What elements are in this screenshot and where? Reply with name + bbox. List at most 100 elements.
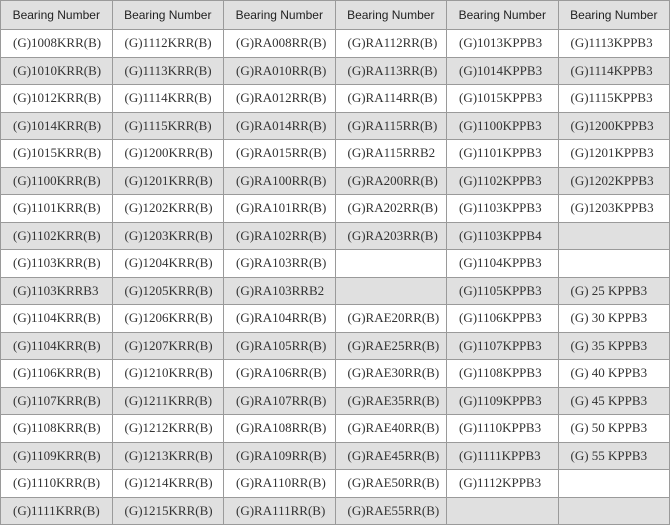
- column-header: Bearing Number: [111, 0, 224, 30]
- bearing-cell: (G) 40 KPPB3: [557, 359, 670, 388]
- bearing-cell: (G)1112KRR(B): [111, 29, 224, 58]
- bearing-cell: (G)1114KPPB3: [557, 56, 670, 85]
- bearing-cell: (G)RA012RR(B): [223, 84, 336, 113]
- bearing-cell: (G)1111KPPB3: [446, 441, 559, 470]
- bearing-cell: (G)1015KRR(B): [0, 139, 113, 168]
- bearing-cell: (G) 35 KPPB3: [557, 331, 670, 360]
- bearing-cell: (G)1104KPPB3: [446, 249, 559, 278]
- table-row: (G)1014KRR(B) (G)1115KRR(B) (G)RA014RR(B)(…: [0, 111, 670, 140]
- bearing-cell: (G)RA107RR(B): [223, 386, 336, 415]
- bearing-cell: (G)1207KRR(B): [111, 331, 224, 360]
- bearing-cell: (G) 50 KPPB3: [557, 414, 670, 443]
- bearing-cell: (G)RA115RR(B): [334, 111, 447, 140]
- bearing-cell: (G)1109KRR(B): [0, 441, 113, 470]
- column-header: Bearing Number: [334, 0, 447, 30]
- bearing-cell: (G)RA015RR(B): [223, 139, 336, 168]
- bearing-cell: (G)RA112RR(B): [334, 29, 447, 58]
- table-row: (G)1106KRR(B) (G)1210KRR(B) (G)RA106RR(B)(…: [0, 359, 670, 388]
- bearing-cell: (G) 30 KPPB3: [557, 304, 670, 333]
- bearing-cell: (G)1203KPPB3: [557, 194, 670, 223]
- bearing-cell: (G)1106KPPB3: [446, 304, 559, 333]
- bearing-cell: (G)1014KPPB3: [446, 56, 559, 85]
- bearing-cell: (G)1102KRR(B): [0, 221, 113, 250]
- bearing-cell: (G)1114KRR(B): [111, 84, 224, 113]
- bearing-cell: (G)RA203RR(B): [334, 221, 447, 250]
- bearing-cell: (G)RA010RR(B): [223, 56, 336, 85]
- bearing-cell: (G)1104KRR(B): [0, 304, 113, 333]
- bearing-cell: (G)1201KRR(B): [111, 166, 224, 195]
- table-row: (G)1100KRR(B) (G)1201KRR(B) (G)RA100RR(B)(…: [0, 166, 670, 195]
- bearing-cell: (G)RA105RR(B): [223, 331, 336, 360]
- bearing-cell: (G)1112KPPB3: [446, 469, 559, 498]
- bearing-cell: (G)RA202RR(B): [334, 194, 447, 223]
- column-header: Bearing Number: [223, 0, 336, 30]
- bearing-cell: [557, 221, 670, 250]
- bearing-cell: (G)RA103RRB2: [223, 276, 336, 305]
- table-row: (G)1111KRR(B) (G)1215KRR(B) (G)RA111RR(B)(…: [0, 496, 670, 525]
- bearing-cell: (G)1201KPPB3: [557, 139, 670, 168]
- bearing-cell: (G)RA102RR(B): [223, 221, 336, 250]
- bearing-cell: (G)1103KPPB4: [446, 221, 559, 250]
- bearing-cell: (G)1100KPPB3: [446, 111, 559, 140]
- table-row: (G)1103KRRB3 (G)1205KRR(B) (G)RA103RRB2 (G)…: [0, 276, 670, 305]
- column-header: Bearing Number: [557, 0, 670, 30]
- bearing-cell: (G)RA100RR(B): [223, 166, 336, 195]
- bearing-cell: [446, 496, 559, 525]
- bearing-cell: (G)1204KRR(B): [111, 249, 224, 278]
- table-row: (G)1107KRR(B) (G)1211KRR(B) (G)RA107RR(B)(…: [0, 386, 670, 415]
- bearing-cell: (G)1103KRR(B): [0, 249, 113, 278]
- table-row: (G)1102KRR(B) (G)1203KRR(B) (G)RA102RR(B)(…: [0, 221, 670, 250]
- table-row: (G)1108KRR(B) (G)1212KRR(B) (G)RA108RR(B) (…: [0, 414, 670, 443]
- bearing-cell: (G)1205KRR(B): [111, 276, 224, 305]
- bearing-cell: (G)1113KPPB3: [557, 29, 670, 58]
- bearing-cell: [557, 496, 670, 525]
- bearing-cell: (G)1012KRR(B): [0, 84, 113, 113]
- bearing-cell: (G)1206KRR(B): [111, 304, 224, 333]
- bearing-cell: (G)1200KPPB3: [557, 111, 670, 140]
- bearing-cell: [557, 469, 670, 498]
- bearing-cell: (G)RA115RRB2: [334, 139, 447, 168]
- bearing-cell: (G)1013KPPB3: [446, 29, 559, 58]
- bearing-cell: (G)1203KRR(B): [111, 221, 224, 250]
- table-row: (G)1104KRR(B) (G)1207KRR(B) (G)RA105RR(B)(…: [0, 331, 670, 360]
- bearing-cell: (G)1211KRR(B): [111, 386, 224, 415]
- bearing-cell: (G)1104KRR(B): [0, 331, 113, 360]
- bearing-cell: (G)1115KPPB3: [557, 84, 670, 113]
- bearing-cell: (G) 55 KPPB3: [557, 441, 670, 470]
- bearing-cell: (G)1113KRR(B): [111, 56, 224, 85]
- bearing-cell: (G)RA108RR(B): [223, 414, 336, 443]
- bearing-cell: [334, 276, 447, 305]
- bearing-cell: (G)1111KRR(B): [0, 496, 113, 525]
- bearing-cell: (G)1108KRR(B): [0, 414, 113, 443]
- table-row: (G)1110KRR(B) (G)1214KRR(B) (G)RA110RR(B)(…: [0, 469, 670, 498]
- table-row: (G)1109KRR(B) (G)1213KRR(B) (G)RA109RR(B)(…: [0, 441, 670, 470]
- bearing-cell: (G)RAE55RR(B): [334, 496, 447, 525]
- bearing-cell: (G)1106KRR(B): [0, 359, 113, 388]
- bearing-cell: (G)1109KPPB3: [446, 386, 559, 415]
- bearing-cell: (G)RA109RR(B): [223, 441, 336, 470]
- bearing-cell: (G)1100KRR(B): [0, 166, 113, 195]
- bearing-cell: (G)RA114RR(B): [334, 84, 447, 113]
- bearing-cell: (G)RA200RR(B): [334, 166, 447, 195]
- table-row: (G)1104KRR(B) (G)1206KRR(B) (G)RA104RR(B)(…: [0, 304, 670, 333]
- bearing-cell: (G)1101KPPB3: [446, 139, 559, 168]
- bearing-cell: (G)1202KRR(B): [111, 194, 224, 223]
- bearing-cell: (G)1210KRR(B): [111, 359, 224, 388]
- bearing-cell: (G)RAE25RR(B): [334, 331, 447, 360]
- bearing-cell: (G)RAE45RR(B): [334, 441, 447, 470]
- bearing-cell: (G)RAE35RR(B): [334, 386, 447, 415]
- bearing-cell: (G)RA101RR(B): [223, 194, 336, 223]
- bearing-cell: (G)1103KRRB3: [0, 276, 113, 305]
- table-row: (G)1012KRR(B) (G)1114KRR(B) (G)RA012RR(B)(…: [0, 84, 670, 113]
- bearing-cell: [557, 249, 670, 278]
- bearing-cell: (G)RA008RR(B): [223, 29, 336, 58]
- table-row: (G)1103KRR(B) (G)1204KRR(B) (G)RA103RR(B) (…: [0, 249, 670, 278]
- bearing-cell: (G)1102KPPB3: [446, 166, 559, 195]
- bearing-cell: (G)1212KRR(B): [111, 414, 224, 443]
- bearing-cell: (G)1213KRR(B): [111, 441, 224, 470]
- bearing-cell: (G)1008KRR(B): [0, 29, 113, 58]
- header-row: Bearing Number Bearing Number Bearing Numb…: [0, 0, 670, 30]
- bearing-cell: (G)1010KRR(B): [0, 56, 113, 85]
- bearing-cell: (G)RA014RR(B): [223, 111, 336, 140]
